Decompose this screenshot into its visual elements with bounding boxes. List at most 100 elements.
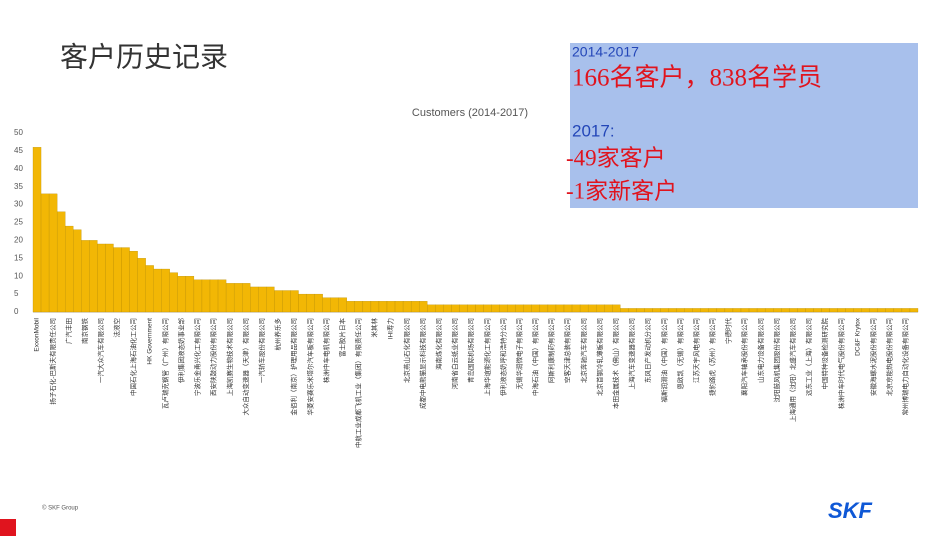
bar bbox=[676, 308, 685, 313]
bar bbox=[620, 308, 629, 313]
bar bbox=[797, 308, 806, 313]
y-tick-label: 15 bbox=[14, 253, 23, 262]
x-tick-label: 广汽丰田 bbox=[64, 318, 73, 344]
bar bbox=[362, 301, 372, 313]
bar bbox=[483, 304, 492, 313]
bar bbox=[266, 286, 275, 313]
x-tick-label: 一汽轿车股份有限公司 bbox=[257, 318, 266, 383]
bar bbox=[201, 279, 211, 313]
x-tick-label: 株洲中车时代电气股份有限公司 bbox=[836, 318, 845, 409]
x-tick-label: 山东电力设备有限公司 bbox=[756, 318, 765, 383]
bar bbox=[306, 293, 315, 313]
bar bbox=[740, 308, 750, 313]
bar bbox=[652, 308, 661, 313]
bar bbox=[113, 247, 122, 313]
bar bbox=[32, 147, 42, 313]
bar bbox=[507, 304, 516, 313]
bar bbox=[378, 301, 388, 313]
y-tick-label: 50 bbox=[14, 128, 23, 137]
bar bbox=[877, 308, 886, 313]
bar bbox=[467, 304, 476, 313]
bar bbox=[475, 304, 484, 313]
bar bbox=[282, 290, 291, 313]
x-tick-label: 江苏天宇风电有限公司 bbox=[691, 318, 700, 383]
bar bbox=[708, 308, 718, 313]
x-tick-label: 捷豹路虎（苏州）有限公司 bbox=[708, 318, 717, 396]
x-tick-label: 上海汽车变速器有限公司 bbox=[627, 318, 636, 390]
bar bbox=[73, 229, 82, 313]
bar bbox=[523, 304, 532, 313]
logo: SKF bbox=[828, 498, 873, 523]
chart-title: Customers (2014-2017) bbox=[412, 107, 528, 119]
x-tick-label: 中航工业成都飞机工业（集团）有限责任公司 bbox=[354, 318, 363, 448]
bar bbox=[193, 279, 203, 313]
y-tick-label: 30 bbox=[14, 200, 23, 209]
y-tick-label: 40 bbox=[14, 164, 23, 173]
bar bbox=[177, 276, 187, 313]
bar bbox=[314, 293, 323, 313]
bar bbox=[97, 243, 106, 313]
bar bbox=[853, 308, 862, 313]
bar bbox=[56, 211, 66, 313]
bar bbox=[636, 308, 645, 313]
x-tick-label: 远东工业（上海）有限公司 bbox=[804, 318, 813, 396]
x-tick-label: 青岛国际机场有限公司 bbox=[466, 318, 475, 383]
info-year: 2017: bbox=[572, 121, 615, 140]
bar bbox=[185, 276, 195, 313]
bar bbox=[250, 286, 259, 313]
x-tick-label: 上海凯赛生物技术有限公司 bbox=[225, 318, 234, 396]
bar bbox=[217, 279, 227, 313]
bar bbox=[137, 258, 146, 313]
bar bbox=[732, 308, 742, 313]
bar bbox=[274, 290, 283, 313]
info-line: -1家新客户 bbox=[566, 178, 677, 203]
x-tick-label: 河南省白云纸业有限公司 bbox=[450, 318, 459, 390]
x-tick-label: 西安陕鼓动力股份有限公司 bbox=[209, 318, 218, 396]
bar bbox=[290, 290, 299, 313]
x-tick-label: 空客天津总装有限公司 bbox=[563, 318, 572, 383]
x-tick-label: 瓦卢瑞克钢管（广州）有限公司 bbox=[160, 318, 169, 409]
bar bbox=[89, 240, 98, 313]
bar bbox=[531, 304, 541, 313]
bar bbox=[298, 293, 307, 313]
x-tick-label: 福斯润滑油（中国）有限公司 bbox=[659, 318, 668, 403]
x-tick-label: 中国特种设备检测研究院 bbox=[820, 318, 829, 390]
bar bbox=[660, 308, 669, 313]
y-tick-label: 35 bbox=[14, 182, 23, 191]
bar bbox=[901, 308, 911, 313]
x-tick-label: 中国石化上海石油化工公司 bbox=[128, 318, 137, 396]
x-tick-label: 恩欧凯（无锡）有限公司 bbox=[675, 318, 684, 390]
x-tick-label: 东风日产发动机分公司 bbox=[643, 318, 652, 383]
bar bbox=[579, 304, 589, 313]
bar bbox=[443, 304, 452, 313]
bar bbox=[692, 308, 701, 313]
bar bbox=[169, 272, 178, 313]
x-tick-label: 本田金属技术（佛山）有限公司 bbox=[611, 318, 620, 409]
bar bbox=[515, 304, 524, 313]
x-tick-label: HK Government bbox=[146, 318, 153, 365]
bar bbox=[48, 193, 58, 313]
bar bbox=[861, 308, 870, 313]
bar bbox=[161, 268, 170, 313]
corner-mark bbox=[0, 519, 16, 536]
bar bbox=[756, 308, 766, 313]
bar bbox=[555, 304, 565, 313]
x-tick-label: 杭州养乐多 bbox=[273, 318, 282, 351]
bar bbox=[209, 279, 219, 313]
bar bbox=[773, 308, 782, 313]
bar bbox=[547, 304, 557, 313]
x-tick-label: 宁波乐金甬兴化工有限公司 bbox=[193, 318, 202, 396]
x-tick-label: 伊利集团液态奶事业部 bbox=[177, 318, 186, 384]
x-tick-label: 无锡华润微电子有限公司 bbox=[514, 318, 523, 390]
bar bbox=[402, 301, 412, 313]
bar bbox=[81, 240, 90, 313]
x-tick-label: 南京钢铁 bbox=[80, 318, 89, 345]
bar bbox=[129, 250, 138, 313]
bar bbox=[242, 283, 251, 313]
x-tick-label: 成都中电熊猫显示科技有限公司 bbox=[418, 318, 427, 409]
bar bbox=[451, 304, 460, 313]
x-tick-label: 常州博瑞电力自动化设备有限公司 bbox=[901, 318, 910, 416]
bar bbox=[700, 308, 709, 313]
bar bbox=[829, 308, 838, 313]
